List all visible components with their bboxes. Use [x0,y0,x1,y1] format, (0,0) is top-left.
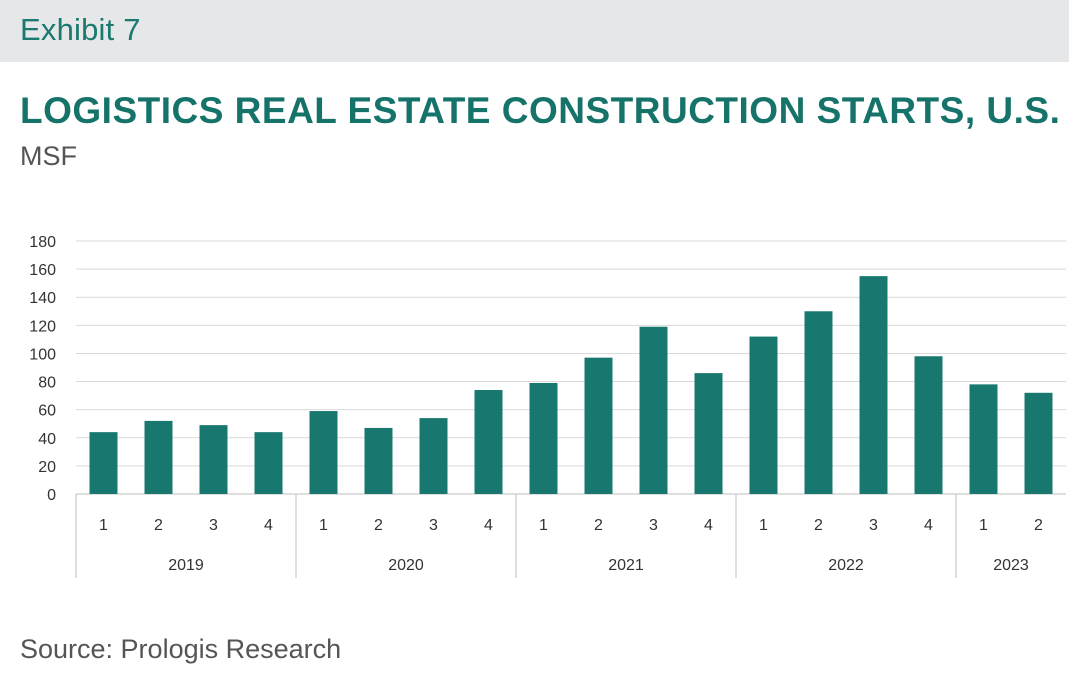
y-tick-label: 80 [38,375,56,392]
x-tick-label-quarter: 1 [99,517,108,534]
y-tick-label: 180 [29,234,56,251]
x-tick-label-year: 2019 [168,557,204,574]
bar [749,336,778,494]
bar [859,276,888,494]
x-tick-label-quarter: 3 [429,517,438,534]
x-tick-label-quarter: 2 [594,517,603,534]
bars [89,276,1053,494]
y-tick-label: 60 [38,403,56,420]
y-tick-label: 0 [47,487,56,504]
y-tick-label: 40 [38,431,56,448]
x-tick-label-quarter: 1 [319,517,328,534]
bar [529,382,558,494]
x-axis: 1 2 3 4 1 2 3 4 1 2 3 4 1 2 3 4 1 2 2019 2020 2021 2022 2023 [75,494,1043,578]
gridlines [76,240,1066,495]
x-tick-label-quarter: 4 [704,517,713,534]
y-tick-label: 160 [29,262,56,279]
x-tick-label-year: 2023 [993,557,1029,574]
x-tick-label-quarter: 1 [979,517,988,534]
x-tick-label-quarter: 1 [539,517,548,534]
bar [694,373,723,494]
x-tick-label-quarter: 2 [1034,517,1043,534]
chart-subtitle: MSF [20,141,77,171]
x-tick-label-quarter: 1 [759,517,768,534]
bar [254,432,283,494]
x-tick-label-quarter: 2 [814,517,823,534]
x-tick-label-quarter: 3 [209,517,218,534]
x-tick-label-year: 2020 [388,557,424,574]
x-tick-label-quarter: 4 [484,517,493,534]
y-tick-label: 140 [29,290,56,307]
bar [199,425,228,494]
y-axis-ticks: 0 20 40 60 80 100 120 140 160 180 [29,234,56,504]
bar [969,384,998,494]
source-note: Source: Prologis Research [20,634,342,664]
y-tick-label: 120 [29,318,56,335]
bar [309,411,338,494]
bar [144,420,173,494]
x-tick-label-quarter: 3 [869,517,878,534]
bar [584,357,613,494]
x-tick-label-quarter: 2 [374,517,383,534]
exhibit-label: Exhibit 7 [20,12,141,47]
bar [419,418,448,494]
x-tick-label-quarter: 4 [264,517,273,534]
bar [364,427,393,494]
x-tick-label-quarter: 3 [649,517,658,534]
x-tick-label-quarter: 4 [924,517,933,534]
bar [474,389,503,494]
bar [804,311,833,494]
bar [639,326,668,494]
y-tick-label: 100 [29,346,56,363]
bar [89,432,118,494]
bar [1024,392,1053,494]
x-tick-label-quarter: 2 [154,517,163,534]
y-tick-label: 20 [38,459,56,476]
bar [914,356,943,494]
x-tick-label-year: 2021 [608,557,644,574]
x-tick-label-year: 2022 [828,557,864,574]
exhibit-header-bar: Exhibit 7 [0,0,1069,62]
chart-title: LOGISTICS REAL ESTATE CONSTRUCTION START… [20,90,1061,131]
